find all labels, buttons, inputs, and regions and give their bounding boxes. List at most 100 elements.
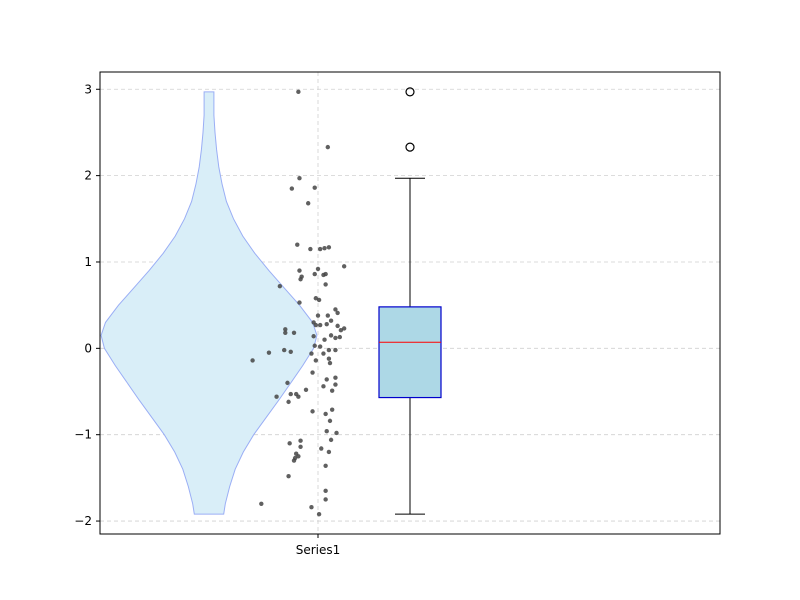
data-point [333, 382, 338, 387]
data-point [333, 375, 338, 380]
data-point [335, 323, 340, 329]
data-point [335, 310, 340, 316]
data-point [286, 399, 291, 405]
data-point [287, 441, 292, 446]
x-tick-label: Series1 [296, 543, 341, 557]
data-point [298, 438, 303, 443]
data-point [326, 245, 332, 250]
data-point [313, 358, 319, 363]
boxplot [378, 87, 442, 515]
data-point [329, 407, 335, 412]
data-point [317, 322, 323, 328]
data-point [288, 391, 293, 397]
data-point [323, 271, 328, 277]
data-point [338, 328, 344, 333]
y-tick-label: −1 [74, 428, 92, 442]
plot-frame [99, 71, 721, 535]
data-point [333, 335, 338, 341]
data-point [305, 201, 311, 206]
y-tick-label: −2 [74, 514, 92, 528]
data-point [328, 437, 334, 443]
data-point [282, 347, 287, 353]
strip-points [250, 89, 347, 517]
data-point [315, 313, 321, 318]
data-point [311, 334, 316, 339]
data-point [277, 283, 283, 289]
data-point [310, 370, 315, 375]
data-point [288, 349, 293, 354]
data-point [319, 446, 324, 451]
data-point [285, 380, 290, 386]
data-point [333, 347, 338, 353]
data-point [309, 505, 314, 510]
violin-body [100, 91, 318, 515]
data-point [316, 297, 322, 303]
data-point [325, 313, 331, 318]
data-point [317, 246, 323, 252]
data-point [312, 271, 317, 277]
data-point [283, 330, 288, 335]
y-tick-label: 3 [84, 82, 92, 96]
data-point [250, 358, 255, 363]
data-point [291, 458, 297, 463]
data-point [297, 268, 302, 273]
outlier-point [405, 87, 415, 97]
data-point [309, 351, 314, 356]
data-point [327, 418, 333, 424]
data-point [334, 430, 339, 436]
data-point [324, 321, 329, 327]
data-point [341, 264, 347, 269]
data-point [327, 360, 333, 366]
data-point [324, 377, 329, 382]
data-point [303, 387, 309, 392]
data-point [266, 350, 272, 355]
data-point [328, 318, 334, 323]
data-point [321, 351, 326, 356]
data-point [291, 330, 297, 335]
data-point [274, 394, 279, 399]
data-point [326, 356, 332, 361]
data-point [313, 296, 319, 301]
data-point [312, 343, 317, 348]
data-point [298, 277, 303, 282]
data-point [296, 394, 301, 399]
data-point [316, 511, 322, 517]
data-point [297, 300, 302, 305]
violin [100, 91, 318, 515]
data-point [317, 344, 323, 349]
data-point [308, 246, 313, 252]
data-point [297, 176, 302, 181]
data-point [315, 266, 321, 272]
data-point [333, 307, 338, 312]
data-point [321, 384, 326, 389]
data-point [323, 411, 328, 417]
y-tick-label: 2 [84, 169, 92, 183]
y-tick-label: 1 [84, 255, 92, 269]
data-point [326, 449, 332, 455]
data-point [298, 444, 303, 449]
y-tick-label: 0 [84, 341, 92, 355]
data-point [323, 497, 328, 502]
data-point [337, 334, 342, 340]
data-point [323, 282, 328, 287]
data-point [323, 463, 328, 468]
data-point [296, 454, 301, 459]
data-point [289, 186, 295, 191]
data-point [259, 501, 264, 506]
data-point [341, 326, 347, 331]
axes: −2 −1 0 1 2 3 Series1 [74, 82, 340, 557]
box-iqr [378, 306, 442, 399]
data-point [325, 144, 331, 150]
data-point [296, 89, 301, 95]
outlier-point [405, 142, 415, 152]
data-point [324, 429, 329, 434]
data-point [328, 333, 334, 338]
data-point [286, 473, 291, 479]
data-point [322, 245, 327, 251]
data-point [329, 388, 335, 393]
data-point [322, 337, 327, 342]
data-point [326, 347, 332, 353]
data-point [312, 185, 317, 190]
data-point [313, 322, 319, 328]
